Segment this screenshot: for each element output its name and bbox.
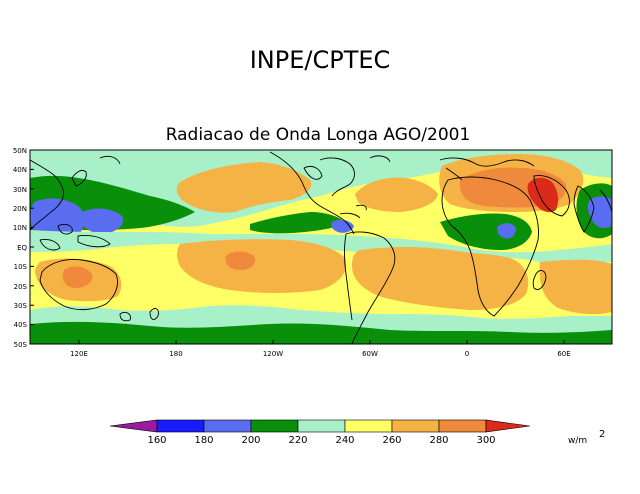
lat-label-10s: 10S (14, 263, 28, 271)
lat-label-10n: 10N (13, 224, 27, 232)
contour-320-arabia (527, 177, 559, 213)
lat-label-30s: 30S (14, 302, 28, 310)
lon-label-180: 180 (169, 350, 182, 358)
longitude-axis: 120E 180 120W 60W 0 60E (70, 340, 571, 358)
colorbar-seg-260-280 (391, 419, 440, 433)
colorbar-low-arrow (109, 419, 158, 433)
colorbar-seg-200-220 (250, 419, 299, 433)
map-subtitle: Radiacao de Onda Longa AGO/2001 (166, 125, 471, 145)
lon-label-60w: 60W (362, 350, 378, 358)
latitude-axis: 50N 40N 30N 20N 10N EQ 10S 20S 30S 40S 5… (13, 147, 34, 349)
colorbar-label-280: 280 (429, 435, 448, 446)
colorbar-label-300: 300 (476, 435, 495, 446)
contour-280-north-atlantic (355, 177, 438, 212)
lon-label-120e: 120E (70, 350, 88, 358)
lat-label-40n: 40N (13, 166, 27, 174)
contour-240-northern-strip (30, 150, 612, 162)
colorbar-label-260: 260 (382, 435, 401, 446)
contour-200-philippine-sea (80, 208, 124, 234)
lat-label-40s: 40S (14, 321, 28, 329)
colorbar-seg-280-300 (438, 419, 487, 433)
contour-220-africa (440, 213, 532, 250)
map-panel (30, 150, 612, 344)
contour-220-east-pacific (250, 212, 345, 234)
contour-200-central-america (331, 219, 354, 233)
contour-280-north-pacific (176, 162, 312, 213)
contour-280-south-atlantic (352, 247, 529, 310)
lat-label-30n: 30N (13, 186, 27, 194)
lat-label-20n: 20N (13, 205, 27, 213)
institution-title: INPE/CPTEC (250, 46, 391, 74)
lat-label-eq: EQ (17, 244, 27, 252)
lat-ticks (30, 168, 34, 326)
lon-label-120w: 120W (263, 350, 283, 358)
lat-label-20s: 20S (14, 283, 28, 291)
contour-280-south-indian (539, 259, 612, 315)
contour-220-south (30, 321, 612, 344)
contour-200-bay-of-bengal (587, 196, 612, 228)
colorbar-label-200: 200 (241, 435, 260, 446)
colorbar-seg-220-240 (297, 419, 346, 433)
colorbar-label-180: 180 (194, 435, 213, 446)
colorbar-label-240: 240 (335, 435, 354, 446)
lon-label-60e: 60E (557, 350, 570, 358)
colorbar: 160 180 200 220 240 260 280 300 w/m 2 (109, 419, 605, 446)
lon-label-0: 0 (465, 350, 469, 358)
units-label: w/m (568, 436, 587, 446)
contour-280-south-pacific (177, 239, 347, 293)
contour-300-australia (62, 266, 93, 288)
lat-label-50n: 50N (13, 147, 27, 155)
coastlines (30, 151, 612, 344)
colorbar-seg-240-260 (344, 419, 393, 433)
lat-label-50s: 50S (14, 341, 28, 349)
colorbar-seg-180-200 (203, 419, 252, 433)
contour-200-west-africa (497, 223, 516, 239)
colorbar-high-arrow (485, 419, 531, 433)
colorbar-seg-160-180 (156, 419, 205, 433)
units-exponent: 2 (599, 429, 605, 440)
colorbar-label-220: 220 (288, 435, 307, 446)
colorbar-label-160: 160 (147, 435, 166, 446)
lon-ticks (78, 340, 565, 344)
contour-300-south-pacific (225, 251, 256, 270)
